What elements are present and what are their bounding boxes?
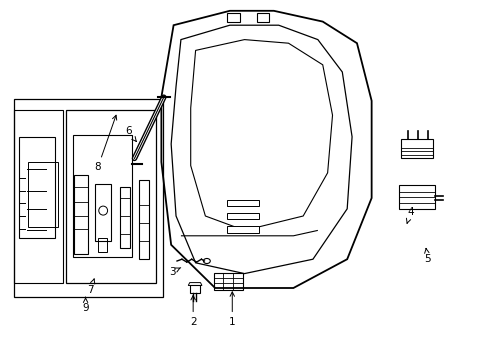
Polygon shape <box>256 13 268 22</box>
Text: 2: 2 <box>189 296 196 327</box>
Bar <box>14 99 163 297</box>
Bar <box>398 185 434 209</box>
Text: 7: 7 <box>87 279 95 295</box>
Text: 3: 3 <box>168 267 181 277</box>
Bar <box>139 180 149 259</box>
Bar <box>98 238 106 252</box>
Bar <box>213 273 243 290</box>
Bar <box>28 162 58 227</box>
Bar <box>66 110 156 283</box>
Bar <box>74 175 88 254</box>
Text: 1: 1 <box>228 292 235 327</box>
Bar <box>95 184 111 241</box>
Polygon shape <box>227 200 259 206</box>
Bar <box>19 137 55 238</box>
Text: 5: 5 <box>424 248 430 264</box>
Text: 9: 9 <box>82 297 89 313</box>
Bar <box>189 285 200 293</box>
Bar <box>73 135 132 257</box>
Bar <box>400 139 432 158</box>
Text: 4: 4 <box>406 207 413 223</box>
Text: 8: 8 <box>94 115 117 172</box>
Polygon shape <box>171 25 351 274</box>
Polygon shape <box>190 40 332 230</box>
Bar <box>120 187 129 248</box>
Bar <box>14 110 62 283</box>
Polygon shape <box>227 13 239 22</box>
Text: 6: 6 <box>124 126 136 141</box>
Polygon shape <box>227 226 259 233</box>
Polygon shape <box>227 213 259 219</box>
Polygon shape <box>161 11 371 288</box>
